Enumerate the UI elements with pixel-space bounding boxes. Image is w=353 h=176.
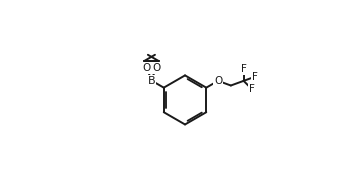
- Text: O: O: [152, 63, 160, 73]
- Text: F: F: [241, 64, 246, 74]
- Text: B: B: [148, 76, 155, 86]
- Text: F: F: [249, 84, 255, 94]
- Text: O: O: [214, 76, 222, 86]
- Text: O: O: [143, 63, 151, 73]
- Text: F: F: [252, 72, 257, 82]
